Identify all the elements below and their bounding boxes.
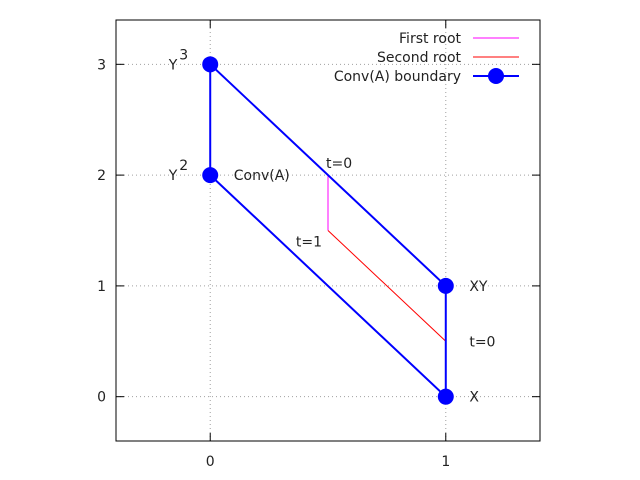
conv-a-boundary-marker	[437, 277, 454, 294]
annotation-text: t=0	[326, 156, 352, 172]
annotation-label: t=0	[326, 156, 352, 172]
annotation-label: Y3	[168, 47, 188, 73]
annotation-text: t=0	[469, 334, 495, 350]
legend-entry-label: Second root	[377, 50, 462, 66]
legend-entry-marker	[488, 68, 504, 84]
annotation-text: Conv(A)	[234, 168, 290, 184]
annotation-text: Y	[168, 57, 178, 73]
y-tick-label: 1	[97, 279, 106, 295]
plot-frame	[115, 19, 541, 442]
annotation-superscript: 3	[179, 47, 188, 63]
annotation-text: t=1	[296, 235, 322, 251]
second-root-line	[327, 230, 447, 342]
legend-entry-label: First root	[399, 31, 461, 47]
y-tick-label: 2	[97, 168, 106, 184]
annotation-label: XY	[469, 279, 488, 295]
conv-a-boundary-marker	[202, 56, 219, 73]
annotation-label: Conv(A)	[234, 168, 290, 184]
y-tick-label: 0	[97, 390, 106, 406]
legend-entry-label: Conv(A) boundary	[334, 69, 461, 85]
series-group	[202, 56, 454, 405]
x-tick-label: 1	[441, 454, 450, 470]
annotation-superscript: 2	[179, 158, 188, 174]
x-tick-label: 0	[206, 454, 215, 470]
annotation-label: t=1	[296, 235, 322, 251]
legend: First root Second root Conv(A) boundary	[334, 31, 519, 85]
annotation-label: Y2	[168, 158, 188, 184]
annotation-label: X	[469, 390, 479, 406]
annotation-label: t=0	[469, 334, 495, 350]
conv-a-boundary-marker	[437, 388, 454, 405]
annotation-text: X	[469, 390, 479, 406]
y-tick-label: 3	[97, 57, 106, 73]
axis-ticks: 0 1 0 1 2 3	[97, 20, 540, 470]
annotation-text: Y	[168, 168, 178, 184]
conv-a-boundary-marker	[202, 167, 219, 184]
annotation-text: XY	[469, 279, 488, 295]
